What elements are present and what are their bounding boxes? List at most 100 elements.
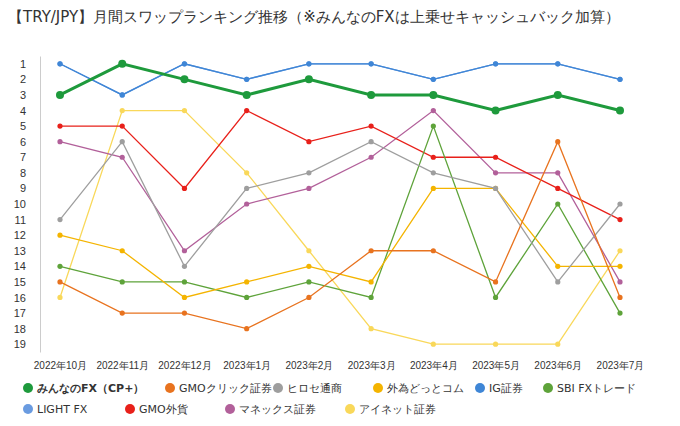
series-point (493, 186, 498, 191)
series-point (493, 186, 498, 191)
y-tick-label: 19 (14, 338, 26, 350)
legend-item: マネックス証券 (225, 403, 316, 416)
y-tick-label: 7 (20, 151, 26, 163)
series-point (493, 61, 498, 66)
legend-item: LIGHT FX (23, 403, 88, 416)
series-point (244, 326, 249, 331)
series-point (57, 295, 62, 300)
series-point (555, 279, 560, 284)
series-point (555, 342, 560, 347)
y-tick: 8 (20, 167, 40, 179)
series-point (306, 279, 311, 284)
series-point (120, 248, 125, 253)
series-point (182, 108, 187, 113)
series-point (120, 310, 125, 315)
chart: 【TRY/JPY】月間スワップランキング推移（※みんなのFXは上乗せキャッシュバ… (0, 0, 680, 426)
y-tick-label: 15 (14, 276, 26, 288)
series-point (367, 91, 375, 99)
series-point (57, 61, 62, 66)
series-point (431, 77, 436, 82)
y-tick: 12 (14, 229, 40, 241)
series-point (493, 295, 498, 300)
y-tick-label: 18 (14, 323, 26, 335)
y-tick: 14 (14, 260, 40, 272)
y-tick: 2 (20, 73, 40, 85)
y-tick: 16 (14, 291, 40, 303)
y-tick-label: 16 (14, 291, 26, 303)
x-tick-label: 2023年2月 (285, 360, 333, 371)
series-point (555, 170, 560, 175)
series-point (369, 139, 374, 144)
series-point (431, 248, 436, 253)
series-point (555, 61, 560, 66)
series-point (306, 61, 311, 66)
series-point (617, 248, 622, 253)
series-line (60, 142, 620, 329)
legend-label: みんなのFX（CP+） (37, 382, 144, 395)
series-point (369, 61, 374, 66)
legend-swatch (125, 404, 135, 414)
x-tick-label: 2023年4月 (410, 360, 458, 371)
series-point (182, 264, 187, 269)
series-point (244, 186, 249, 191)
series-point (306, 170, 311, 175)
series-point (57, 124, 62, 129)
x-tick: 2023年3月 (348, 352, 396, 371)
series-point (182, 279, 187, 284)
y-tick-label: 8 (20, 167, 26, 179)
y-tick: 4 (20, 105, 40, 117)
series-point (306, 139, 311, 144)
legend-label: LIGHT FX (37, 403, 88, 416)
series-point (617, 201, 622, 206)
x-tick-label: 2022年12月 (158, 360, 211, 371)
legend-item: ヒロセ通商 (273, 382, 342, 395)
series-point (555, 201, 560, 206)
series-point (56, 91, 64, 99)
y-tick: 13 (14, 245, 40, 257)
series-point (306, 61, 311, 66)
y-tick-label: 1 (20, 58, 26, 70)
y-tick: 9 (20, 182, 40, 194)
series-point (57, 217, 62, 222)
y-tick-label: 2 (20, 73, 26, 85)
series-point (57, 233, 62, 238)
legend-swatch (23, 404, 33, 414)
series-point (120, 279, 125, 284)
legend-label: SBI FXトレード (557, 382, 636, 395)
y-axis: 12345678910111213141516171819 (14, 57, 41, 353)
y-tick: 5 (20, 120, 40, 132)
x-tick-label: 2022年11月 (96, 360, 149, 371)
series-point (57, 279, 62, 284)
series-point (244, 108, 249, 113)
series-point (243, 91, 251, 99)
series-point (493, 155, 498, 160)
series-point (369, 248, 374, 253)
series-line (60, 111, 620, 345)
y-tick: 7 (20, 151, 40, 163)
legend: みんなのFX（CP+） GMOクリック証券ヒロセ通商 外為どっとコム IG証券 SBI … (23, 382, 636, 416)
legend-item: IG証券 (475, 382, 523, 395)
series-line (60, 126, 620, 313)
y-axis-line (40, 57, 41, 353)
series-line (60, 188, 620, 297)
legend-swatch (345, 404, 355, 414)
legend-label: GMOクリック証券 (179, 382, 272, 395)
y-tick-label: 13 (14, 245, 26, 257)
y-tick-label: 14 (14, 260, 26, 272)
series-point (244, 170, 249, 175)
series-group (56, 60, 624, 347)
legend-label: 外為どっとコム (387, 382, 464, 395)
y-tick: 10 (14, 198, 40, 210)
series-point (244, 295, 249, 300)
y-tick: 1 (20, 58, 40, 70)
legend-item: SBI FXトレード (543, 382, 636, 395)
series-point (57, 264, 62, 269)
x-tick-label: 2023年3月 (348, 360, 396, 371)
y-tick-label: 6 (20, 136, 26, 148)
series-point (120, 139, 125, 144)
series-point (431, 77, 436, 82)
series-point (244, 201, 249, 206)
series-point (180, 75, 188, 83)
series-point (617, 77, 622, 82)
x-tick: 2022年12月 (158, 352, 211, 371)
